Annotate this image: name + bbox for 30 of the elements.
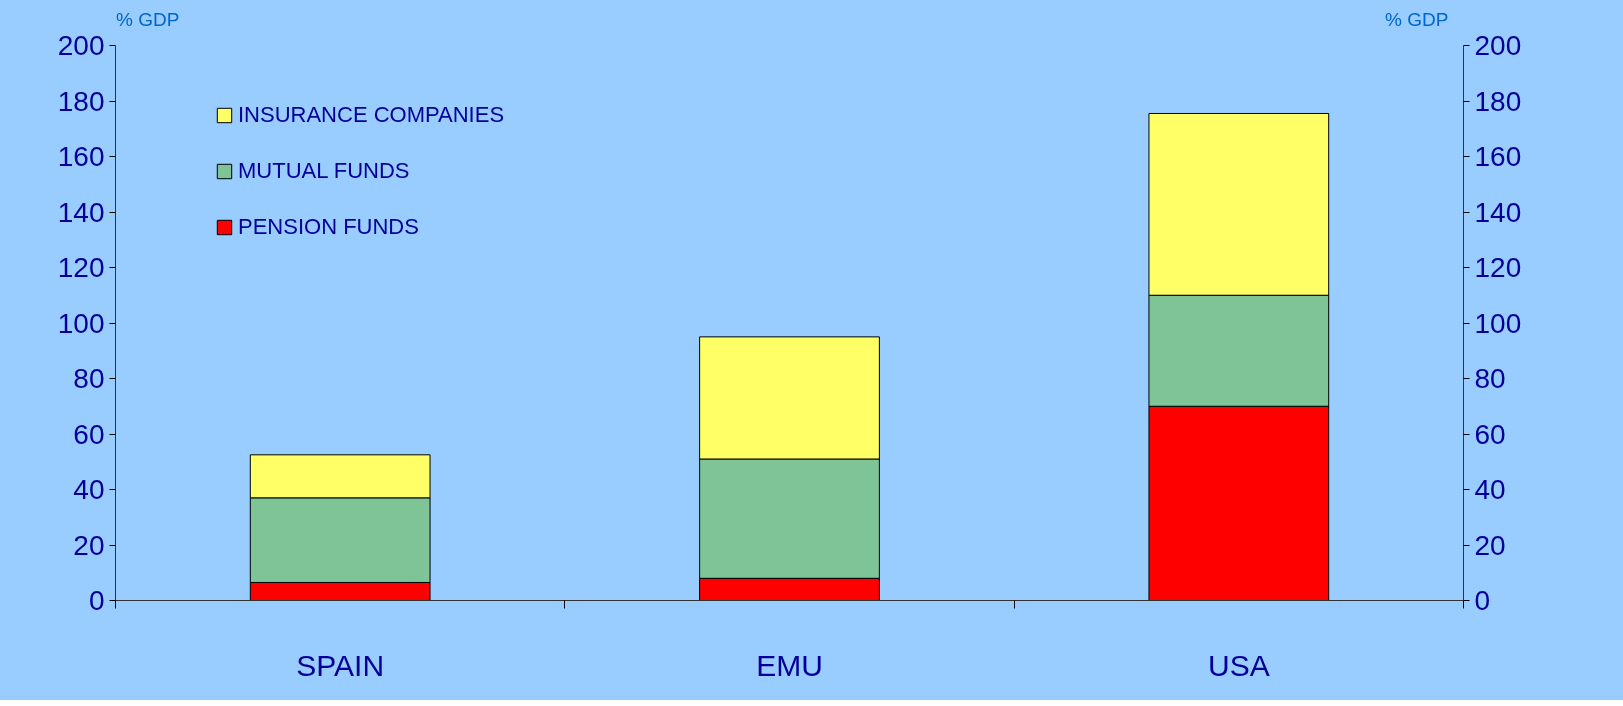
y2-tick-label: 160 — [1474, 141, 1522, 172]
y-tick-label: 100 — [57, 307, 105, 339]
y-tick-label: 80 — [73, 363, 105, 394]
y2-tick-label: 40 — [1474, 474, 1506, 505]
x-tick-label: EMU — [756, 648, 823, 682]
y-axis-title: % GDP — [116, 8, 180, 32]
y-tick-label: 40 — [73, 474, 105, 505]
y2-tick-label: 140 — [1474, 196, 1522, 228]
y2-tick-label: 100 — [1474, 307, 1522, 339]
y2-tick-label: 60 — [1474, 418, 1506, 450]
y-tick-label: 120 — [57, 252, 105, 283]
y-tick-label: 200 — [57, 30, 105, 61]
y2-tick-label: 20 — [1474, 529, 1506, 561]
legend-label: PENSION FUNDS — [238, 214, 419, 240]
x-tick-label: USA — [1207, 648, 1270, 682]
y-tick-label: 140 — [57, 196, 105, 228]
y2-axis-title: % GDP — [1385, 8, 1449, 32]
y2-tick-label: 0 — [1474, 585, 1491, 616]
legend-label: MUTUAL FUNDS — [238, 158, 410, 184]
legend-label: INSURANCE COMPANIES — [238, 102, 505, 128]
y2-tick-label: 180 — [1474, 85, 1522, 117]
y-tick-label: 60 — [73, 418, 105, 450]
y-tick-label: 160 — [57, 141, 105, 172]
y2-tick-label: 120 — [1474, 252, 1522, 283]
y2-tick-label: 80 — [1474, 363, 1506, 394]
x-tick-label: SPAIN — [296, 648, 385, 682]
y-tick-label: 0 — [88, 585, 105, 616]
y-tick-label: 20 — [73, 529, 105, 561]
y2-tick-label: 200 — [1474, 30, 1522, 61]
y-tick-label: 180 — [57, 85, 105, 117]
